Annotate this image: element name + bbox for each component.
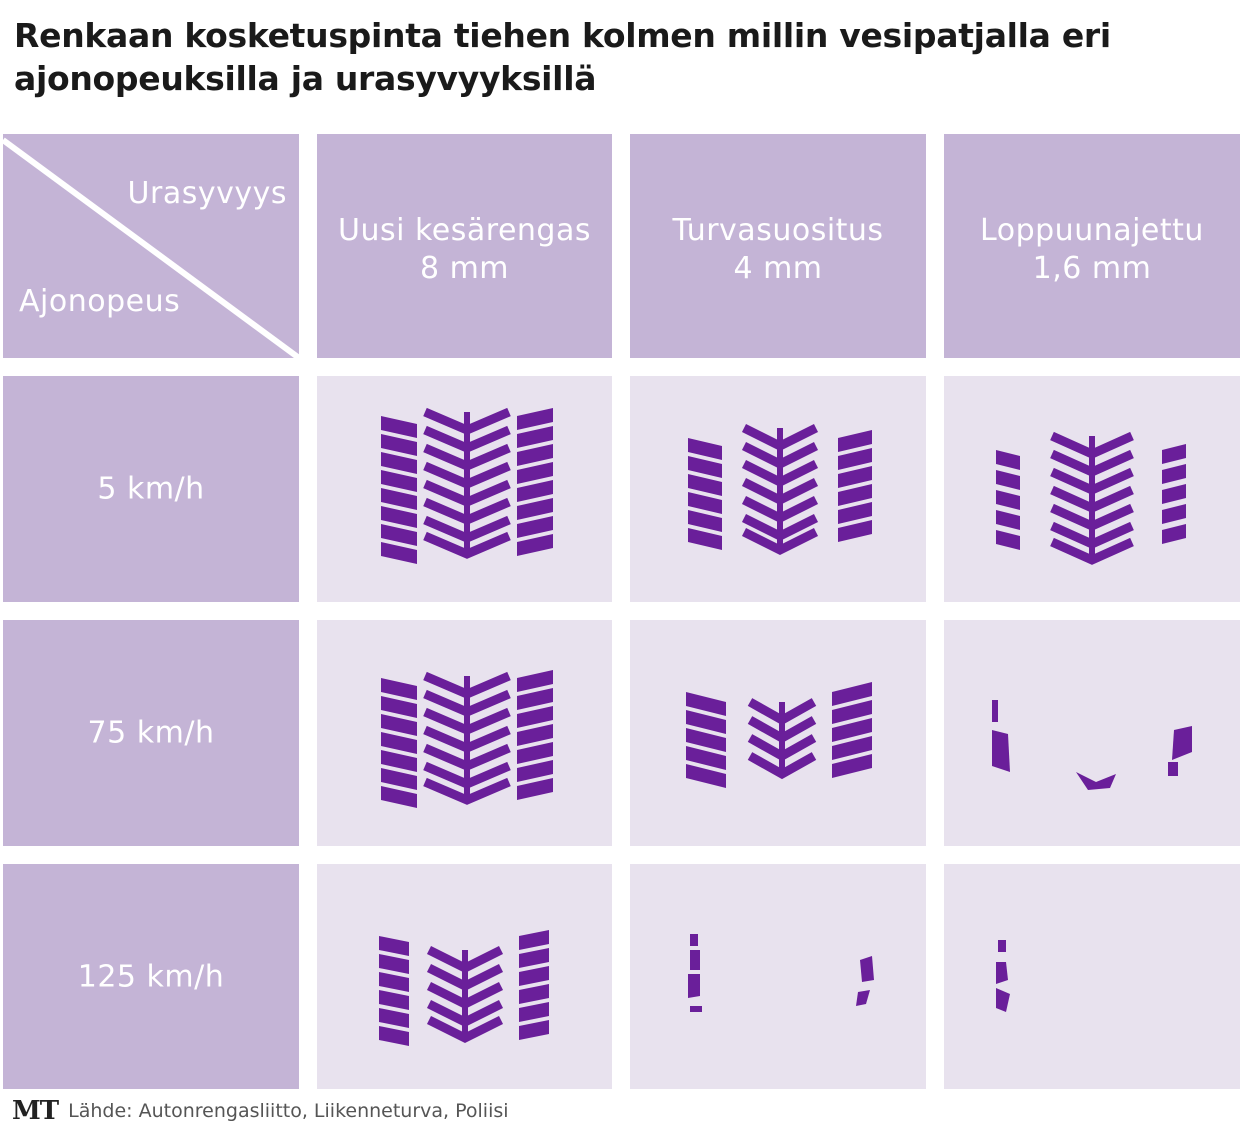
tread-print-icon bbox=[381, 670, 553, 808]
column-header-depth: 1,6 mm bbox=[1032, 251, 1152, 286]
column-header-depth: 4 mm bbox=[733, 251, 823, 286]
tread-print-icon bbox=[996, 431, 1186, 565]
corner-cell: Urasyvyys Ajonopeus bbox=[3, 134, 299, 358]
tread-print-icon bbox=[992, 700, 1192, 790]
tread-cell bbox=[630, 376, 926, 602]
source-text: Lähde: Autonrengasliitto, Liikenneturva,… bbox=[68, 1100, 509, 1122]
tread-cell bbox=[630, 620, 926, 846]
column-header-label: Uusi kesärengas bbox=[338, 213, 591, 248]
tread-cell bbox=[317, 376, 612, 602]
tread-print-icon bbox=[996, 940, 1010, 1012]
corner-diagonal bbox=[3, 137, 299, 358]
column-header-depth: 8 mm bbox=[419, 251, 510, 286]
tread-print-icon bbox=[688, 934, 874, 1012]
column-header-recommended: Turvasuositus 4 mm bbox=[630, 134, 926, 358]
tread-cell bbox=[944, 620, 1240, 846]
corner-top-label: Urasyvyys bbox=[127, 176, 287, 211]
tread-print-icon bbox=[688, 423, 872, 556]
tread-print-icon bbox=[686, 682, 872, 788]
mt-logo: MT bbox=[12, 1096, 59, 1126]
row-header-125: 125 km/h bbox=[3, 864, 299, 1089]
tread-cell bbox=[317, 864, 612, 1089]
row-header-75: 75 km/h bbox=[3, 620, 299, 846]
tread-cell bbox=[317, 620, 612, 846]
row-header-label: 75 km/h bbox=[87, 715, 215, 751]
column-header-label: Turvasuositus bbox=[672, 213, 884, 248]
corner-bottom-label: Ajonopeus bbox=[19, 284, 181, 319]
tread-cell bbox=[944, 376, 1240, 602]
row-header-5: 5 km/h bbox=[3, 376, 299, 602]
row-header-label: 125 km/h bbox=[77, 959, 225, 994]
footer: MT Lähde: Autonrengasliitto, Liikennetur… bbox=[12, 1096, 509, 1126]
tread-cell bbox=[630, 864, 926, 1089]
row-header-label: 5 km/h bbox=[97, 471, 205, 507]
tread-cell bbox=[944, 864, 1240, 1089]
column-header-new: Uusi kesärengas 8 mm bbox=[317, 134, 612, 358]
tread-print-icon bbox=[379, 930, 549, 1046]
column-header-label: Loppuunajettu bbox=[980, 213, 1204, 248]
column-header-worn: Loppuunajettu 1,6 mm bbox=[944, 134, 1240, 358]
chart-title: Renkaan kosketuspinta tiehen kolmen mill… bbox=[14, 16, 1111, 98]
tread-print-icon bbox=[381, 407, 553, 564]
